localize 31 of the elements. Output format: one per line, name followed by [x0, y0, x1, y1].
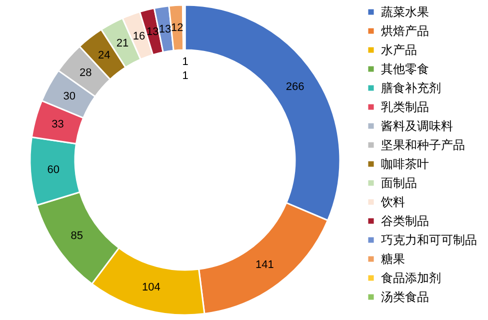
legend-label: 汤类食品: [381, 290, 429, 304]
legend-label: 其他零食: [381, 62, 429, 76]
legend-label: 食品添加剂: [381, 271, 441, 285]
data-label: 60: [47, 164, 60, 176]
data-label: 1: [182, 56, 188, 68]
data-label: 13: [146, 26, 159, 38]
data-label: 85: [70, 230, 84, 242]
data-label: 33: [52, 118, 64, 131]
data-label: 141: [256, 259, 274, 272]
legend-label: 坚果和种子产品: [381, 138, 465, 152]
legend-label: 巧克力和可可制品: [381, 233, 477, 247]
data-label: 1: [182, 70, 188, 82]
data-label: 16: [132, 30, 146, 42]
legend-label: 饮料: [380, 195, 405, 209]
legend-label: 谷类制品: [381, 214, 429, 228]
legend-label: 烘焙产品: [381, 24, 429, 38]
legend-label: 咖啡茶叶: [381, 157, 429, 171]
legend-label: 糖果: [381, 252, 405, 266]
data-label: 266: [286, 81, 304, 94]
data-label: 104: [142, 282, 160, 294]
data-label: 30: [63, 90, 76, 102]
legend-label: 酱料及调味料: [381, 119, 453, 133]
legend-label: 水产品: [381, 43, 417, 57]
data-label: 21: [116, 38, 129, 50]
data-label: 24: [98, 50, 110, 62]
legend-label: 乳类制品: [381, 100, 429, 114]
legend-label: 蔬菜水果: [381, 5, 429, 19]
data-label: 13: [158, 24, 172, 36]
legend-label: 膳食补充剂: [381, 81, 441, 95]
legend-label: 面制品: [381, 176, 417, 190]
data-label: 28: [80, 67, 92, 80]
